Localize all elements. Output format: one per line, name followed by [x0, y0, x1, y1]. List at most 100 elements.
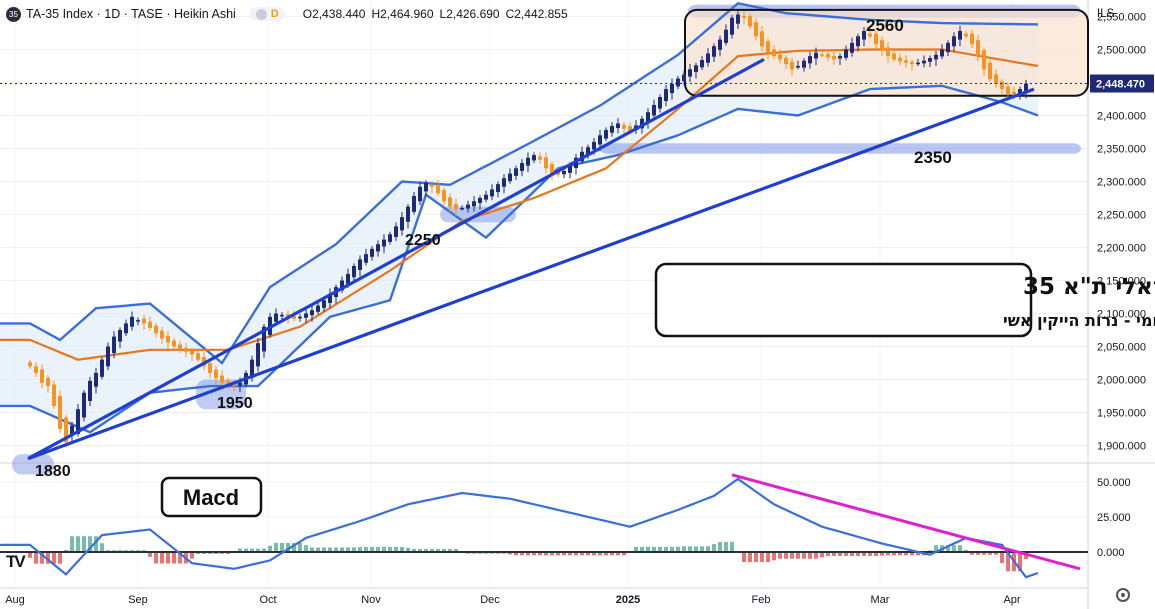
macd-hist-bar [598, 551, 602, 556]
label-1880: 1880 [35, 463, 71, 480]
macd-hist-bar [178, 551, 182, 564]
candle-body [862, 31, 866, 40]
macd-hist-bar [610, 551, 614, 556]
candle-body [910, 62, 914, 65]
candle-body [562, 170, 566, 175]
macd-hist-bar [334, 547, 338, 552]
candle-body [628, 126, 632, 132]
candle-body [154, 325, 158, 334]
date-tick-label: Nov [361, 594, 381, 606]
macd-hist-bar [820, 551, 824, 558]
macd-hist-bar [826, 551, 830, 556]
macd-hist-bar [40, 551, 44, 564]
macd-hist-bar [622, 551, 626, 556]
macd-hist-bar [844, 551, 848, 556]
macd-hist-bar [244, 548, 248, 552]
candle-body [184, 347, 188, 352]
macd-hist-bar [154, 551, 158, 564]
candle-body [118, 330, 122, 342]
macd-hist-bar [52, 551, 56, 564]
candle-body [982, 50, 986, 70]
macd-hist-bar [166, 551, 170, 564]
macd-hist-bar [892, 551, 896, 556]
candle-body [424, 182, 428, 192]
macd-hist-bar [424, 548, 428, 552]
macd-hist-bar [868, 551, 872, 556]
candle-body [820, 54, 824, 56]
candle-body [640, 118, 644, 129]
candle-body [592, 141, 596, 150]
symbol-title[interactable]: TA-35 Index · 1D · TASE · Heikin Ashi [26, 7, 236, 21]
macd-tick-label: 25.000 [1097, 512, 1131, 524]
candle-body [826, 53, 830, 58]
candle-body [52, 384, 56, 406]
macd-hist-bar [712, 544, 716, 552]
candle-body [310, 310, 314, 316]
label-2560: 2560 [866, 16, 904, 35]
macd-hist-bar [718, 541, 722, 552]
candle-body [598, 135, 602, 145]
candle-body [940, 49, 944, 57]
candle-body [478, 198, 482, 203]
macd-hist-bar [256, 548, 260, 552]
macd-hist-bar [298, 542, 302, 552]
candle-body [472, 201, 476, 207]
candle-body [784, 57, 788, 65]
macd-hist-bar [958, 545, 962, 552]
candle-body [280, 314, 284, 317]
candle-body [928, 58, 932, 62]
price-tick-label: 2,550.000 [1097, 12, 1146, 24]
candle-body [760, 31, 764, 47]
macd-hist-bar [814, 551, 818, 559]
candle-body [694, 65, 698, 72]
macd-hist-bar [34, 551, 38, 564]
candle-body [544, 157, 548, 169]
macd-hist-bar [544, 551, 548, 556]
candle-body [76, 409, 80, 434]
macd-hist-bar [46, 551, 50, 564]
macd-hist-bar [646, 546, 650, 552]
symbol-header[interactable]: 35 TA-35 Index · 1D · TASE · Heikin Ashi… [6, 4, 568, 24]
macd-hist-bar [838, 551, 842, 556]
candle-body [316, 305, 320, 312]
candle-body [190, 350, 194, 355]
candle-body [832, 56, 836, 60]
market-status-pill[interactable]: D [249, 7, 285, 21]
date-tick-label: Mar [871, 594, 890, 606]
price-axis: 2,550.0002,500.0002,450.0002,400.0002,35… [1097, 12, 1146, 453]
candle-body [364, 254, 368, 263]
price-tick-label: 1,900.000 [1097, 441, 1146, 453]
macd-hist-bar [268, 545, 272, 552]
candle-body [232, 383, 236, 387]
macd-hist-bar [346, 547, 350, 552]
candle-body [214, 369, 218, 379]
candle-body [160, 330, 164, 339]
open-value: O2,438.440 [302, 7, 366, 21]
candle-body [136, 320, 140, 322]
macd-hist-bar [526, 551, 530, 556]
candle-body [442, 190, 446, 202]
candle-body [850, 42, 854, 53]
candle-body [1006, 86, 1010, 95]
macd-hist-bar [946, 545, 950, 552]
macd-hist-bar [190, 551, 194, 559]
candle-body [40, 369, 44, 383]
macd-hist-bar [832, 551, 836, 556]
macd-hist-bar [82, 536, 86, 552]
candle-body [286, 314, 290, 317]
candle-body [730, 17, 734, 35]
price-tick-label: 2,150.000 [1097, 276, 1146, 288]
candle-body [112, 336, 116, 354]
price-tick-label: 2,000.000 [1097, 375, 1146, 387]
macd-histogram [4, 536, 1028, 572]
macd-hist-bar [364, 546, 368, 552]
candle-body [250, 359, 254, 378]
macd-hist-bar [382, 546, 386, 552]
macd-hist-bar [538, 551, 542, 556]
currency-label[interactable]: ILS [1097, 8, 1115, 20]
tradingview-logo[interactable]: TV [6, 552, 26, 571]
candle-body [1018, 89, 1022, 96]
settings-gear-icon[interactable] [1116, 588, 1130, 602]
